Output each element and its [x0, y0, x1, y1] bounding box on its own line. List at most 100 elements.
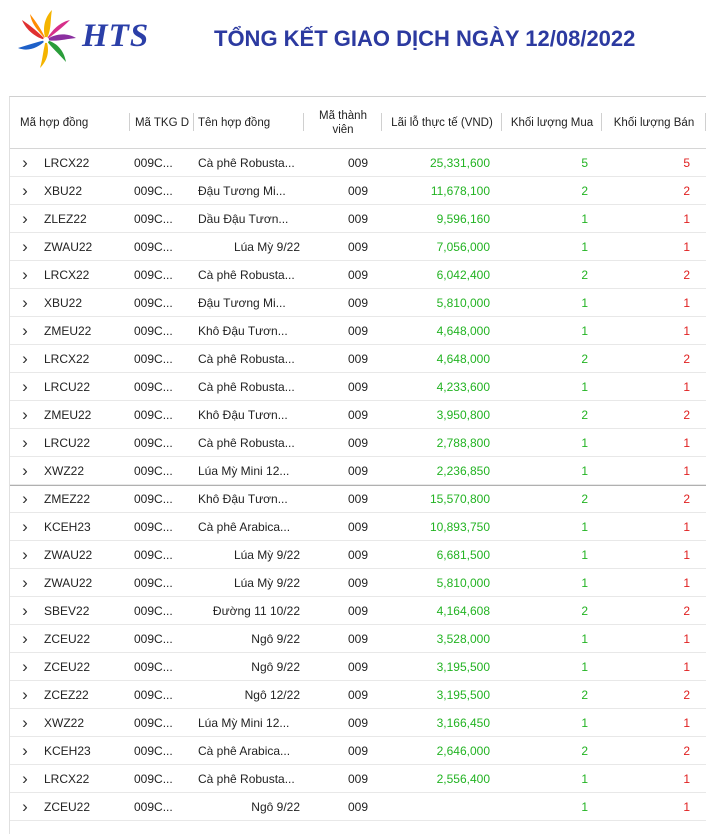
- member-code-cell: 009: [347, 799, 368, 814]
- table-row[interactable]: › ZMEU22 009C... Khô Đậu Tươn... 009 3,950,80…: [10, 401, 706, 429]
- contract-name-cell: Dầu Đậu Tươn...: [198, 211, 289, 226]
- member-code-cell: 009: [347, 492, 368, 506]
- table-row[interactable]: › LRCU22 009C... Cà phê Robusta... 009 4,233,…: [10, 373, 706, 401]
- contract-name-cell: Cà phê Robusta...: [198, 771, 295, 786]
- expand-chevron-icon[interactable]: ›: [22, 264, 28, 284]
- table-row[interactable]: › XWZ22 009C... Lúa Mỳ Mini 12... 009 2,236,8…: [10, 457, 706, 485]
- buy-volume-cell: 2: [581, 183, 588, 198]
- table-row[interactable]: › ZCEZ22 009C... Ngô 12/22 009 3,195,500 2 2: [10, 681, 706, 709]
- realized-pnl-cell: 9,596,160: [436, 211, 490, 226]
- table-row[interactable]: › ZWAU22 009C... Lúa Mỳ 9/22 009 6,681,500 1 1: [10, 541, 706, 569]
- table-row[interactable]: › XBU22 009C... Đậu Tương Mi... 009 5,810,000…: [10, 289, 706, 317]
- realized-pnl-cell: 3,195,500: [436, 659, 490, 674]
- table-row[interactable]: › LRCX22 009C... Cà phê Robusta... 009 2,556,…: [10, 765, 706, 793]
- expand-chevron-icon[interactable]: ›: [22, 796, 28, 816]
- realized-pnl-cell: 3,950,800: [436, 407, 490, 422]
- realized-pnl-cell: 11,678,100: [430, 183, 490, 198]
- account-code-cell: 009C...: [134, 799, 173, 814]
- expand-chevron-icon[interactable]: ›: [22, 712, 28, 732]
- expand-chevron-icon[interactable]: ›: [22, 768, 28, 788]
- sell-volume-cell: 1: [683, 435, 690, 450]
- buy-volume-cell: 2: [581, 603, 588, 618]
- member-code-cell: 009: [347, 435, 368, 450]
- account-code-cell: 009C...: [134, 155, 173, 170]
- buy-volume-cell: 1: [581, 323, 588, 338]
- sell-volume-cell: 1: [683, 799, 690, 814]
- sell-volume-cell: 1: [683, 547, 690, 562]
- table-row[interactable]: › KCEH23 009C... Cà phê Arabica... 009 2,646,…: [10, 737, 706, 765]
- contract-code-cell: XWZ22: [44, 463, 85, 478]
- expand-chevron-icon[interactable]: ›: [22, 152, 28, 172]
- table-row[interactable]: › ZMEZ22 009C... Khô Đậu Tươn... 009 15,570,8…: [10, 485, 706, 513]
- realized-pnl-cell: 2,788,800: [436, 435, 490, 450]
- header-contract-code[interactable]: Mã hợp đồng: [10, 97, 130, 148]
- table-row[interactable]: › ZWAU22 009C... Lúa Mỳ 9/22 009 5,810,000 1 1: [10, 569, 706, 597]
- expand-chevron-icon[interactable]: ›: [22, 348, 28, 368]
- member-code-cell: 009: [347, 603, 368, 618]
- table-row[interactable]: › ZCEU22 009C... Ngô 9/22 009 3,195,500 1 1: [10, 653, 706, 681]
- table-row[interactable]: › LRCX22 009C... Cà phê Robusta... 009 4,648,…: [10, 345, 706, 373]
- table-row[interactable]: › XBU22 009C... Đậu Tương Mi... 009 11,678,10…: [10, 177, 706, 205]
- member-code-cell: 009: [347, 659, 368, 674]
- account-code-cell: 009C...: [134, 659, 173, 674]
- header-account-code[interactable]: Mã TKG D: [130, 97, 194, 148]
- expand-chevron-icon[interactable]: ›: [22, 684, 28, 704]
- expand-chevron-icon[interactable]: ›: [22, 292, 28, 312]
- header-contract-name[interactable]: Tên hợp đồng: [194, 97, 304, 148]
- expand-chevron-icon[interactable]: ›: [22, 489, 28, 508]
- header-sell-volume[interactable]: Khối lượng Bán: [602, 97, 706, 148]
- expand-chevron-icon[interactable]: ›: [22, 628, 28, 648]
- expand-chevron-icon[interactable]: ›: [22, 320, 28, 340]
- table-row[interactable]: › ZCEU22 009C... Ngô 9/22 009 1 1: [10, 793, 706, 821]
- table-row[interactable]: › ZLEZ22 009C... Dầu Đậu Tươn... 009 9,596,16…: [10, 205, 706, 233]
- contract-code-cell: ZWAU22: [44, 575, 93, 590]
- table-row[interactable]: › ZMEU22 009C... Khô Đậu Tươn... 009 4,648,00…: [10, 317, 706, 345]
- table-row[interactable]: › LRCX22 009C... Cà phê Robusta... 009 25,331…: [10, 149, 706, 177]
- table-row[interactable]: › LRCX22 009C... Cà phê Robusta... 009 6,042,…: [10, 261, 706, 289]
- contract-name-cell: Ngô 9/22: [251, 799, 300, 814]
- header-realized-pnl[interactable]: Lãi lỗ thực tế (VND): [382, 97, 502, 148]
- expand-chevron-icon[interactable]: ›: [22, 544, 28, 564]
- table-row[interactable]: › LRCU22 009C... Cà phê Robusta... 009 2,788,…: [10, 429, 706, 457]
- buy-volume-cell: 1: [581, 211, 588, 226]
- header-buy-volume[interactable]: Khối lượng Mua: [502, 97, 602, 148]
- expand-chevron-icon[interactable]: ›: [22, 460, 28, 480]
- expand-chevron-icon[interactable]: ›: [22, 572, 28, 592]
- page-title: TỔNG KẾT GIAO DỊCH NGÀY 12/08/2022: [214, 26, 636, 51]
- sell-volume-cell: 1: [683, 295, 690, 310]
- expand-chevron-icon[interactable]: ›: [22, 432, 28, 452]
- sell-volume-cell: 1: [683, 463, 690, 478]
- expand-chevron-icon[interactable]: ›: [22, 516, 28, 536]
- expand-chevron-icon[interactable]: ›: [22, 376, 28, 396]
- account-code-cell: 009C...: [134, 575, 173, 590]
- table-row[interactable]: › XWZ22 009C... Lúa Mỳ Mini 12... 009 3,166,4…: [10, 709, 706, 737]
- sell-volume-cell: 2: [683, 492, 690, 506]
- expand-chevron-icon[interactable]: ›: [22, 740, 28, 760]
- expand-chevron-icon[interactable]: ›: [22, 208, 28, 228]
- member-code-cell: 009: [347, 295, 368, 310]
- hts-logo-icon: [18, 10, 76, 68]
- contract-code-cell: XWZ22: [44, 715, 85, 730]
- expand-chevron-icon[interactable]: ›: [22, 656, 28, 676]
- contract-name-cell: Cà phê Arabica...: [198, 519, 291, 534]
- sell-volume-cell: 1: [683, 323, 690, 338]
- buy-volume-cell: 2: [581, 687, 588, 702]
- contract-code-cell: SBEV22: [44, 603, 90, 618]
- expand-chevron-icon[interactable]: ›: [22, 600, 28, 620]
- expand-chevron-icon[interactable]: ›: [22, 404, 28, 424]
- expand-chevron-icon[interactable]: ›: [22, 236, 28, 256]
- table-row[interactable]: › KCEH23 009C... Cà phê Arabica... 009 10,893…: [10, 513, 706, 541]
- sell-volume-cell: 2: [683, 183, 690, 198]
- buy-volume-cell: 1: [581, 631, 588, 646]
- table-row[interactable]: › ZCEU22 009C... Ngô 9/22 009 3,528,000 1 1: [10, 625, 706, 653]
- contract-code-cell: LRCX22: [44, 771, 90, 786]
- table-row[interactable]: › ZWAU22 009C... Lúa Mỳ 9/22 009 7,056,000 1 1: [10, 233, 706, 261]
- contract-code-cell: ZLEZ22: [44, 211, 87, 226]
- expand-chevron-icon[interactable]: ›: [22, 180, 28, 200]
- table-row[interactable]: › SBEV22 009C... Đường 11 10/22 009 4,164,608…: [10, 597, 706, 625]
- buy-volume-cell: 1: [581, 799, 588, 814]
- contract-code-cell: ZMEU22: [44, 407, 92, 422]
- header-member-code[interactable]: Mã thành viên: [304, 97, 382, 148]
- contract-name-cell: Đậu Tương Mi...: [198, 183, 286, 198]
- member-code-cell: 009: [347, 351, 368, 366]
